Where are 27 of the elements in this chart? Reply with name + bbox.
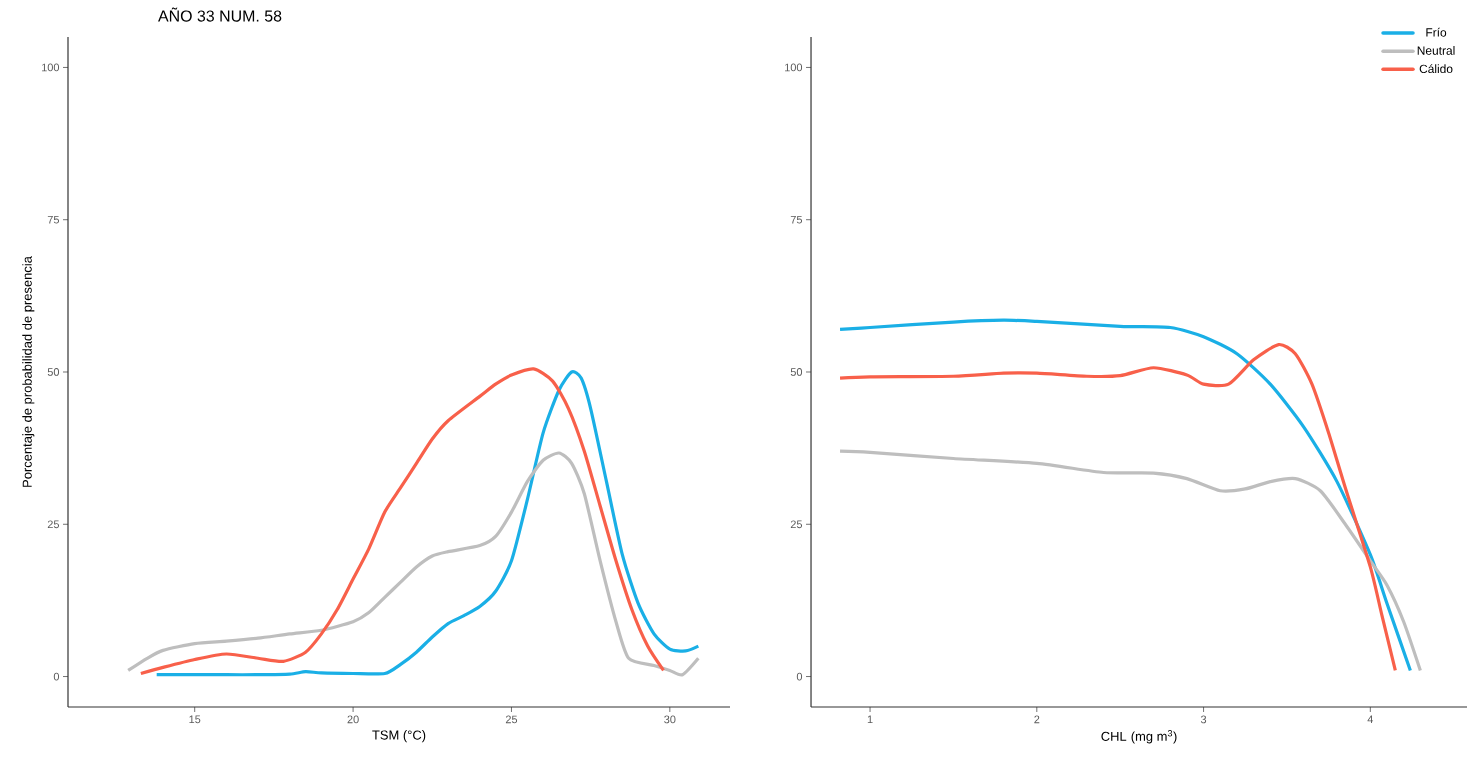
y-tick-label: 75: [47, 215, 60, 224]
x-axis-title: CHL (mg m$^{3}$): [1101, 730, 1177, 744]
x-tick-label: 4: [1367, 715, 1374, 724]
legend-label: Cálido: [1419, 64, 1453, 74]
x-tick-label: 25: [505, 715, 518, 724]
x-tick-label: 20: [347, 715, 359, 724]
x-tick-label: 1: [867, 715, 873, 724]
y-tick-label: 25: [790, 520, 803, 529]
y-tick-label: 50: [790, 368, 803, 376]
legend-label: Neutral: [1417, 46, 1455, 55]
y-tick-label: 0: [53, 672, 60, 681]
x-tick-label: 2: [1034, 715, 1040, 724]
y-tick-label: 75: [790, 215, 803, 224]
y-tick-label: 25: [47, 520, 60, 529]
y-tick-label: 0: [796, 672, 803, 681]
y-tick-label: 50: [47, 368, 60, 376]
line-series: [126, 451, 700, 677]
x-tick-label: 30: [664, 715, 676, 724]
x-tick-label: 15: [189, 715, 201, 724]
text: AÑO 33 NUM. 58: [158, 7, 282, 22]
y-tick-label: 100: [785, 63, 803, 72]
line-series: [838, 449, 1422, 673]
x-axis-title: TSM (°C): [372, 730, 426, 743]
y-axis-title: Porcentaje de probabilidad de presencia: [22, 256, 35, 487]
legend-label: Frío: [1426, 27, 1447, 37]
x-tick-label: 3: [1200, 715, 1207, 724]
y-tick-label: 100: [42, 63, 60, 72]
